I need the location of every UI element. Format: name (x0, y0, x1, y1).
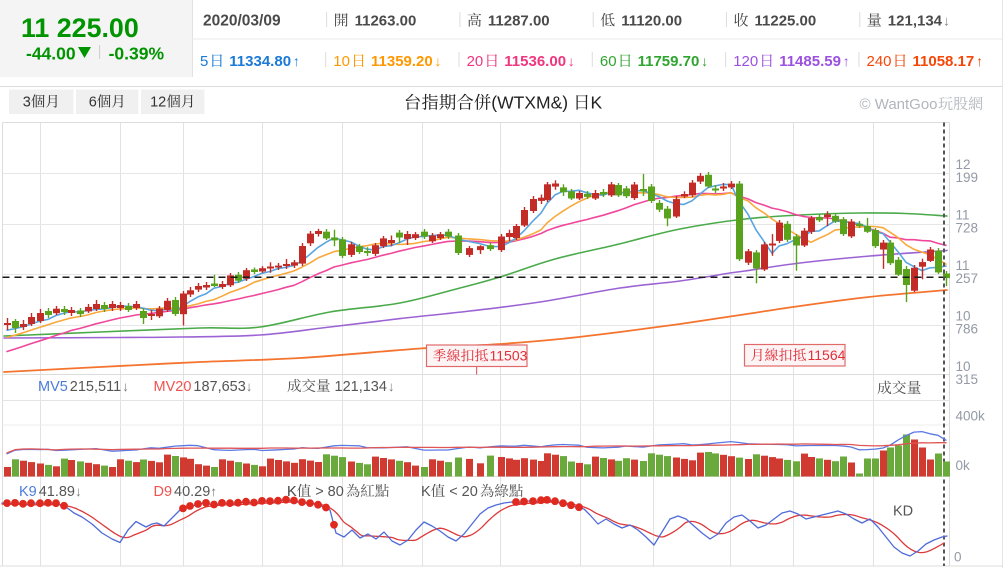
svg-text:-0.39%: -0.39% (109, 44, 165, 64)
svg-text:11334.80: 11334.80 (229, 53, 291, 70)
svg-text:11263.00: 11263.00 (355, 13, 417, 30)
svg-text:© WantGoo: © WantGoo (860, 96, 938, 113)
svg-text:↑: ↑ (210, 484, 217, 499)
svg-text:↑: ↑ (976, 53, 983, 69)
svg-text:↓: ↓ (75, 484, 82, 499)
svg-text:728: 728 (956, 221, 979, 236)
svg-text:MV5: MV5 (38, 379, 68, 395)
svg-text:K: K (591, 93, 603, 113)
svg-text:215,511: 215,511 (70, 379, 121, 395)
svg-text:↓: ↓ (435, 53, 442, 69)
svg-text:↓: ↓ (246, 379, 253, 394)
svg-text:11536.00: 11536.00 (504, 53, 566, 70)
svg-text:11058.17: 11058.17 (913, 53, 975, 70)
svg-text:K: K (421, 484, 431, 500)
svg-text:2020/03/09: 2020/03/09 (203, 13, 281, 30)
svg-text:D9: D9 (154, 484, 173, 500)
svg-text:KD: KD (893, 504, 913, 520)
svg-text:6: 6 (89, 95, 97, 111)
svg-text:-44.00: -44.00 (26, 44, 76, 64)
svg-text:↓: ↓ (701, 53, 708, 69)
svg-text:11359.20: 11359.20 (371, 53, 433, 70)
svg-text:K9: K9 (19, 484, 37, 500)
svg-text:↑: ↑ (843, 53, 850, 69)
svg-text:315: 315 (956, 372, 979, 387)
svg-text:↓: ↓ (943, 13, 950, 29)
svg-text:3: 3 (23, 95, 31, 111)
svg-text:K: K (287, 484, 297, 500)
svg-text:120: 120 (733, 53, 758, 70)
svg-text:0k: 0k (956, 458, 971, 473)
svg-text:11503: 11503 (490, 348, 528, 364)
svg-text:K: K (287, 484, 297, 500)
svg-text:12: 12 (956, 157, 971, 172)
svg-text:11: 11 (956, 208, 970, 223)
svg-text:11120.00: 11120.00 (621, 13, 682, 30)
svg-text:20: 20 (467, 53, 484, 70)
svg-text:↓: ↓ (568, 53, 575, 69)
svg-text:199: 199 (956, 170, 979, 185)
svg-text:12: 12 (150, 95, 166, 111)
svg-text:10: 10 (333, 53, 350, 70)
svg-text:> 80: > 80 (315, 484, 344, 500)
svg-text:11: 11 (956, 258, 970, 273)
svg-text:11225.00: 11225.00 (755, 13, 817, 30)
svg-text:11759.70: 11759.70 (638, 53, 700, 70)
svg-text:11287.00: 11287.00 (488, 13, 550, 30)
svg-text:10: 10 (956, 309, 971, 324)
svg-text:40.29: 40.29 (174, 484, 210, 500)
svg-text:0: 0 (954, 550, 962, 565)
svg-text:10: 10 (956, 359, 971, 374)
svg-text:11485.59: 11485.59 (779, 53, 841, 70)
svg-text:121,134: 121,134 (888, 13, 943, 30)
svg-text:786: 786 (956, 322, 979, 337)
svg-text:240: 240 (867, 53, 892, 70)
svg-text:60: 60 (600, 53, 617, 70)
svg-text:400k: 400k (956, 409, 986, 424)
svg-text:↓: ↓ (388, 379, 395, 394)
svg-text:↓: ↓ (122, 379, 129, 394)
svg-text:257: 257 (956, 271, 979, 286)
svg-text:↑: ↑ (293, 53, 300, 69)
svg-text:187,653: 187,653 (193, 379, 245, 395)
svg-text:MV20: MV20 (154, 379, 192, 395)
svg-text:121,134: 121,134 (335, 379, 387, 395)
svg-text:11 225.00: 11 225.00 (21, 13, 139, 43)
svg-text:(WTXM&): (WTXM&) (491, 93, 568, 113)
svg-text:5: 5 (200, 53, 208, 70)
svg-text:< 20: < 20 (449, 484, 478, 500)
svg-text:11564: 11564 (808, 347, 846, 363)
svg-text:41.89: 41.89 (39, 484, 75, 500)
